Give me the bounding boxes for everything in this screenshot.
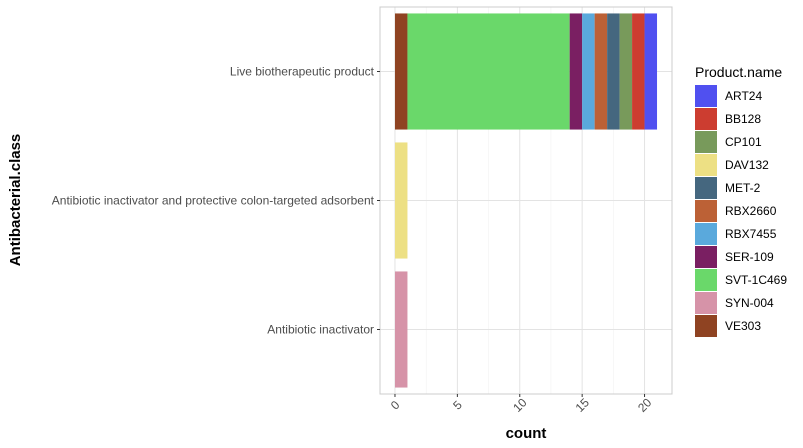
legend-swatch-cp101	[695, 131, 717, 153]
y-axis-title: Antibacterial.class	[7, 134, 24, 267]
legend-label: MET-2	[725, 181, 761, 195]
legend-swatch-rbx2660	[695, 200, 717, 222]
legend-swatch-dav132	[695, 154, 717, 176]
legend-swatch-rbx7455	[695, 223, 717, 245]
bar-segment-syn-004	[394, 271, 408, 388]
x-tick-label: 10	[510, 395, 530, 415]
legend-label: RBX7455	[725, 227, 777, 241]
y-tick-label: Live biotherapeutic product	[230, 65, 375, 79]
x-tick-label: 15	[573, 395, 593, 415]
legend-swatch-syn-004	[695, 292, 717, 314]
legend-label: SER-109	[725, 250, 774, 264]
legend-swatch-ser-109	[695, 246, 717, 268]
legend-swatch-ve303	[695, 315, 717, 337]
x-axis-title: count	[506, 425, 547, 442]
legend-swatch-svt-1c469	[695, 269, 717, 291]
legend-swatch-art24	[695, 85, 717, 107]
bar-segment-cp101	[619, 13, 633, 130]
y-tick-label: Antibiotic inactivator	[267, 323, 374, 337]
y-tick-label: Antibiotic inactivator and protective co…	[52, 194, 375, 208]
bars	[394, 13, 658, 388]
legend-label: SVT-1C469	[725, 273, 787, 287]
legend-label: CP101	[725, 135, 762, 149]
legend: ART24 BB128 CP101 DAV132 MET-2 RBX2660 RBX7455…	[695, 85, 787, 337]
x-tick-label: 20	[635, 395, 655, 415]
bar-segment-bb128	[632, 13, 645, 130]
bar-segment-met-2	[607, 13, 620, 130]
bar-segment-rbx2660	[594, 13, 608, 130]
bar-segment-ser-109	[569, 13, 583, 130]
bar-segment-svt-1c469	[407, 13, 570, 130]
legend-swatch-met-2	[695, 177, 717, 199]
legend-label: SYN-004	[725, 296, 774, 310]
x-tick-label: 0	[388, 398, 403, 413]
legend-title: Product.name	[695, 64, 782, 80]
bar-segment-dav132	[394, 142, 408, 259]
legend-label: ART24	[725, 89, 762, 103]
legend-label: DAV132	[725, 158, 769, 172]
legend-label: RBX2660	[725, 204, 777, 218]
bar-segment-art24	[644, 13, 658, 130]
legend-label: BB128	[725, 112, 761, 126]
legend-label: VE303	[725, 319, 761, 333]
legend-swatch-bb128	[695, 108, 717, 130]
bar-segment-ve303	[394, 13, 408, 130]
x-tick-label: 5	[450, 398, 465, 413]
x-tick-labels: 0 5 10 15 20	[388, 394, 655, 415]
y-tick-labels: Live biotherapeutic product Antibiotic in…	[52, 65, 380, 337]
bar-segment-rbx7455	[582, 13, 595, 130]
